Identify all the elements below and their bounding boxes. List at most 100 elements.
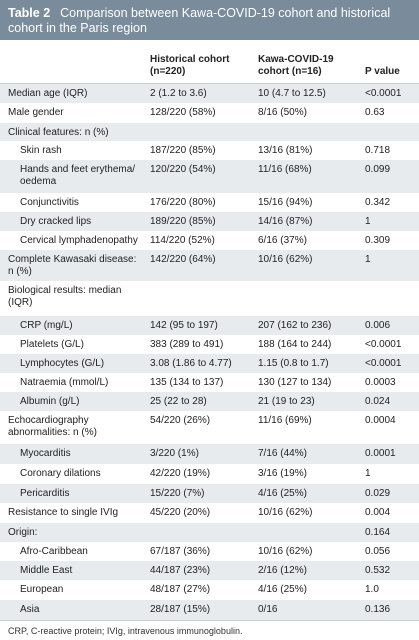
- row-p-value: <0.0001: [365, 339, 402, 350]
- table-row: Natraemia (mmol/L) 135 (134 to 137) 130 (1…: [0, 373, 419, 392]
- row-label: CRP (mg/L): [20, 320, 73, 331]
- row-kawa-value: 11/16 (69%): [258, 415, 312, 426]
- row-historical-value: 176/220 (80%): [150, 197, 216, 208]
- row-label: Afro-Caribbean: [20, 546, 88, 557]
- table-row: Conjunctivitis 176/220 (80%) 15/16 (94%) 0.…: [0, 193, 419, 212]
- table-number: Table 2: [8, 6, 51, 20]
- row-label: Lymphocytes (G/L): [20, 358, 105, 369]
- row-kawa-value: 3/16 (19%): [258, 468, 307, 479]
- row-label: Origin:: [8, 527, 38, 538]
- table-row: Afro-Caribbean 67/187 (36%) 10/16 (62%) 0.0…: [0, 542, 419, 561]
- row-p-value: 0.718: [365, 145, 391, 156]
- row-p-value: 1: [365, 254, 371, 265]
- row-historical-value: 3/220 (1%): [150, 448, 199, 459]
- row-p-value: 0.0003: [365, 377, 396, 388]
- row-label: Albumin (g/L): [20, 396, 80, 407]
- row-label: Coronary dilations: [20, 468, 101, 479]
- table-row: Coronary dilations 42/220 (19%) 3/16 (19%)…: [0, 464, 419, 484]
- row-historical-value: 189/220 (85%): [150, 216, 216, 227]
- table-row: Cervical lymphadenopathy 114/220 (52%) 6/1…: [0, 231, 419, 250]
- row-p-value: 0.342: [365, 197, 391, 208]
- row-historical-value: 187/220 (85%): [150, 145, 216, 156]
- row-kawa-value: 8/16 (50%): [258, 107, 307, 118]
- table-row: Male gender 128/220 (58%) 8/16 (50%) 0.63: [0, 103, 419, 123]
- row-historical-value: 48/187 (27%): [150, 584, 211, 595]
- table-row: Hands and feet erythema/ oedema 120/220 (…: [0, 160, 419, 193]
- table-row: Complete Kawasaki disease: n (%) 142/220 …: [0, 250, 419, 281]
- row-kawa-value: 10/16 (62%): [258, 254, 313, 265]
- table-title-bar: Table 2 Comparison between Kawa-COVID-19 …: [0, 0, 419, 40]
- row-kawa-value: 4/16 (25%): [258, 488, 307, 499]
- row-historical-value: 114/220 (52%): [150, 235, 215, 246]
- table-footnote: CRP, C-reactive protein; IVIg, intraveno…: [0, 620, 419, 637]
- table-row: Middle East 44/187 (23%) 2/16 (12%) 0.532: [0, 561, 419, 580]
- row-historical-value: 142/220 (64%): [150, 254, 216, 265]
- row-p-value: 0.006: [365, 320, 391, 331]
- row-p-value: 0.63: [365, 107, 385, 118]
- row-label: Hands and feet erythema/ oedema: [20, 164, 136, 187]
- row-historical-value: 135 (134 to 137): [150, 377, 224, 388]
- row-kawa-value: 10 (4.7 to 12.5): [258, 88, 326, 99]
- row-label: Resistance to single IVIg: [8, 507, 119, 518]
- row-label: Cervical lymphadenopathy: [20, 235, 138, 246]
- row-historical-value: 45/220 (20%): [150, 507, 211, 518]
- row-label: Myocarditis: [20, 448, 71, 459]
- row-historical-value: 3.08 (1.86 to 4.77): [150, 358, 232, 369]
- table-row: European 48/187 (27%) 4/16 (25%) 1.0: [0, 580, 419, 600]
- row-kawa-value: 13/16 (81%): [258, 145, 313, 156]
- table-row: Lymphocytes (G/L) 3.08 (1.86 to 4.77) 1.15…: [0, 354, 419, 373]
- row-p-value: 1.0: [365, 584, 379, 595]
- row-kawa-value: 6/16 (37%): [258, 235, 307, 246]
- row-historical-value: 2 (1.2 to 3.6): [150, 88, 207, 99]
- row-historical-value: 25 (22 to 28): [150, 396, 207, 407]
- row-kawa-value: 11/16 (68%): [258, 164, 312, 175]
- table-row: Echocardiography abnormalities: n (%) 54/…: [0, 411, 419, 444]
- row-kawa-value: 2/16 (12%): [258, 565, 307, 576]
- table-row: Albumin (g/L) 25 (22 to 28) 21 (19 to 23) 0…: [0, 392, 419, 411]
- table-header: Historical cohort (n=220) Kawa-COVID-19 …: [0, 40, 419, 84]
- table-row: CRP (mg/L) 142 (95 to 197) 207 (162 to 236…: [0, 316, 419, 335]
- row-historical-value: 28/187 (15%): [150, 604, 211, 615]
- row-label: Asia: [20, 604, 40, 615]
- table-row: Platelets (G/L) 383 (289 to 491) 188 (164 …: [0, 335, 419, 354]
- row-label: Pericarditis: [20, 488, 70, 499]
- row-kawa-value: 7/16 (44%): [258, 448, 307, 459]
- row-p-value: 1: [365, 216, 371, 227]
- row-historical-value: 142 (95 to 197): [150, 320, 218, 331]
- table-row: Asia 28/187 (15%) 0/16 0.136: [0, 600, 419, 620]
- row-p-value: 0.136: [365, 604, 391, 615]
- row-historical-value: 42/220 (19%): [150, 468, 211, 479]
- row-kawa-value: 207 (162 to 236): [258, 320, 332, 331]
- header-pvalue: P value: [365, 66, 400, 77]
- row-label: Dry cracked lips: [20, 216, 92, 227]
- table-row: Origin: 0.164: [0, 523, 419, 542]
- row-kawa-value: 21 (19 to 23): [258, 396, 315, 407]
- row-label: Echocardiography abnormalities: n (%): [8, 415, 97, 438]
- row-kawa-value: 14/16 (87%): [258, 216, 313, 227]
- table-body: Median age (IQR) 2 (1.2 to 3.6) 10 (4.7 to…: [0, 84, 419, 620]
- row-p-value: 0.0001: [365, 448, 396, 459]
- table-row: Resistance to single IVIg 45/220 (20%) 10/…: [0, 503, 419, 523]
- row-p-value: 0.024: [365, 396, 391, 407]
- row-kawa-value: 10/16 (62%): [258, 546, 313, 557]
- row-historical-value: 128/220 (58%): [150, 107, 216, 118]
- table-row: Skin rash 187/220 (85%) 13/16 (81%) 0.718: [0, 141, 419, 160]
- row-p-value: 0.532: [365, 565, 391, 576]
- row-label: Platelets (G/L): [20, 339, 84, 350]
- row-p-value: 0.099: [365, 164, 391, 175]
- row-label: Median age (IQR): [8, 88, 88, 99]
- row-p-value: 1: [365, 468, 371, 479]
- row-kawa-value: 4/16 (25%): [258, 584, 307, 595]
- table-row: Biological results: median (IQR): [0, 281, 419, 316]
- table-row: Clinical features: n (%): [0, 123, 419, 141]
- table-row: Dry cracked lips 189/220 (85%) 14/16 (87%)…: [0, 212, 419, 231]
- row-p-value: 0.004: [365, 507, 391, 518]
- row-label: European: [20, 584, 64, 595]
- header-historical: Historical cohort (n=220): [150, 54, 230, 77]
- row-label: Natraemia (mmol/L): [20, 377, 109, 388]
- row-p-value: <0.0001: [365, 358, 402, 369]
- row-p-value: 0.056: [365, 546, 391, 557]
- row-p-value: 0.029: [365, 488, 391, 499]
- table-title: Comparison between Kawa-COVID-19 cohort …: [8, 6, 391, 35]
